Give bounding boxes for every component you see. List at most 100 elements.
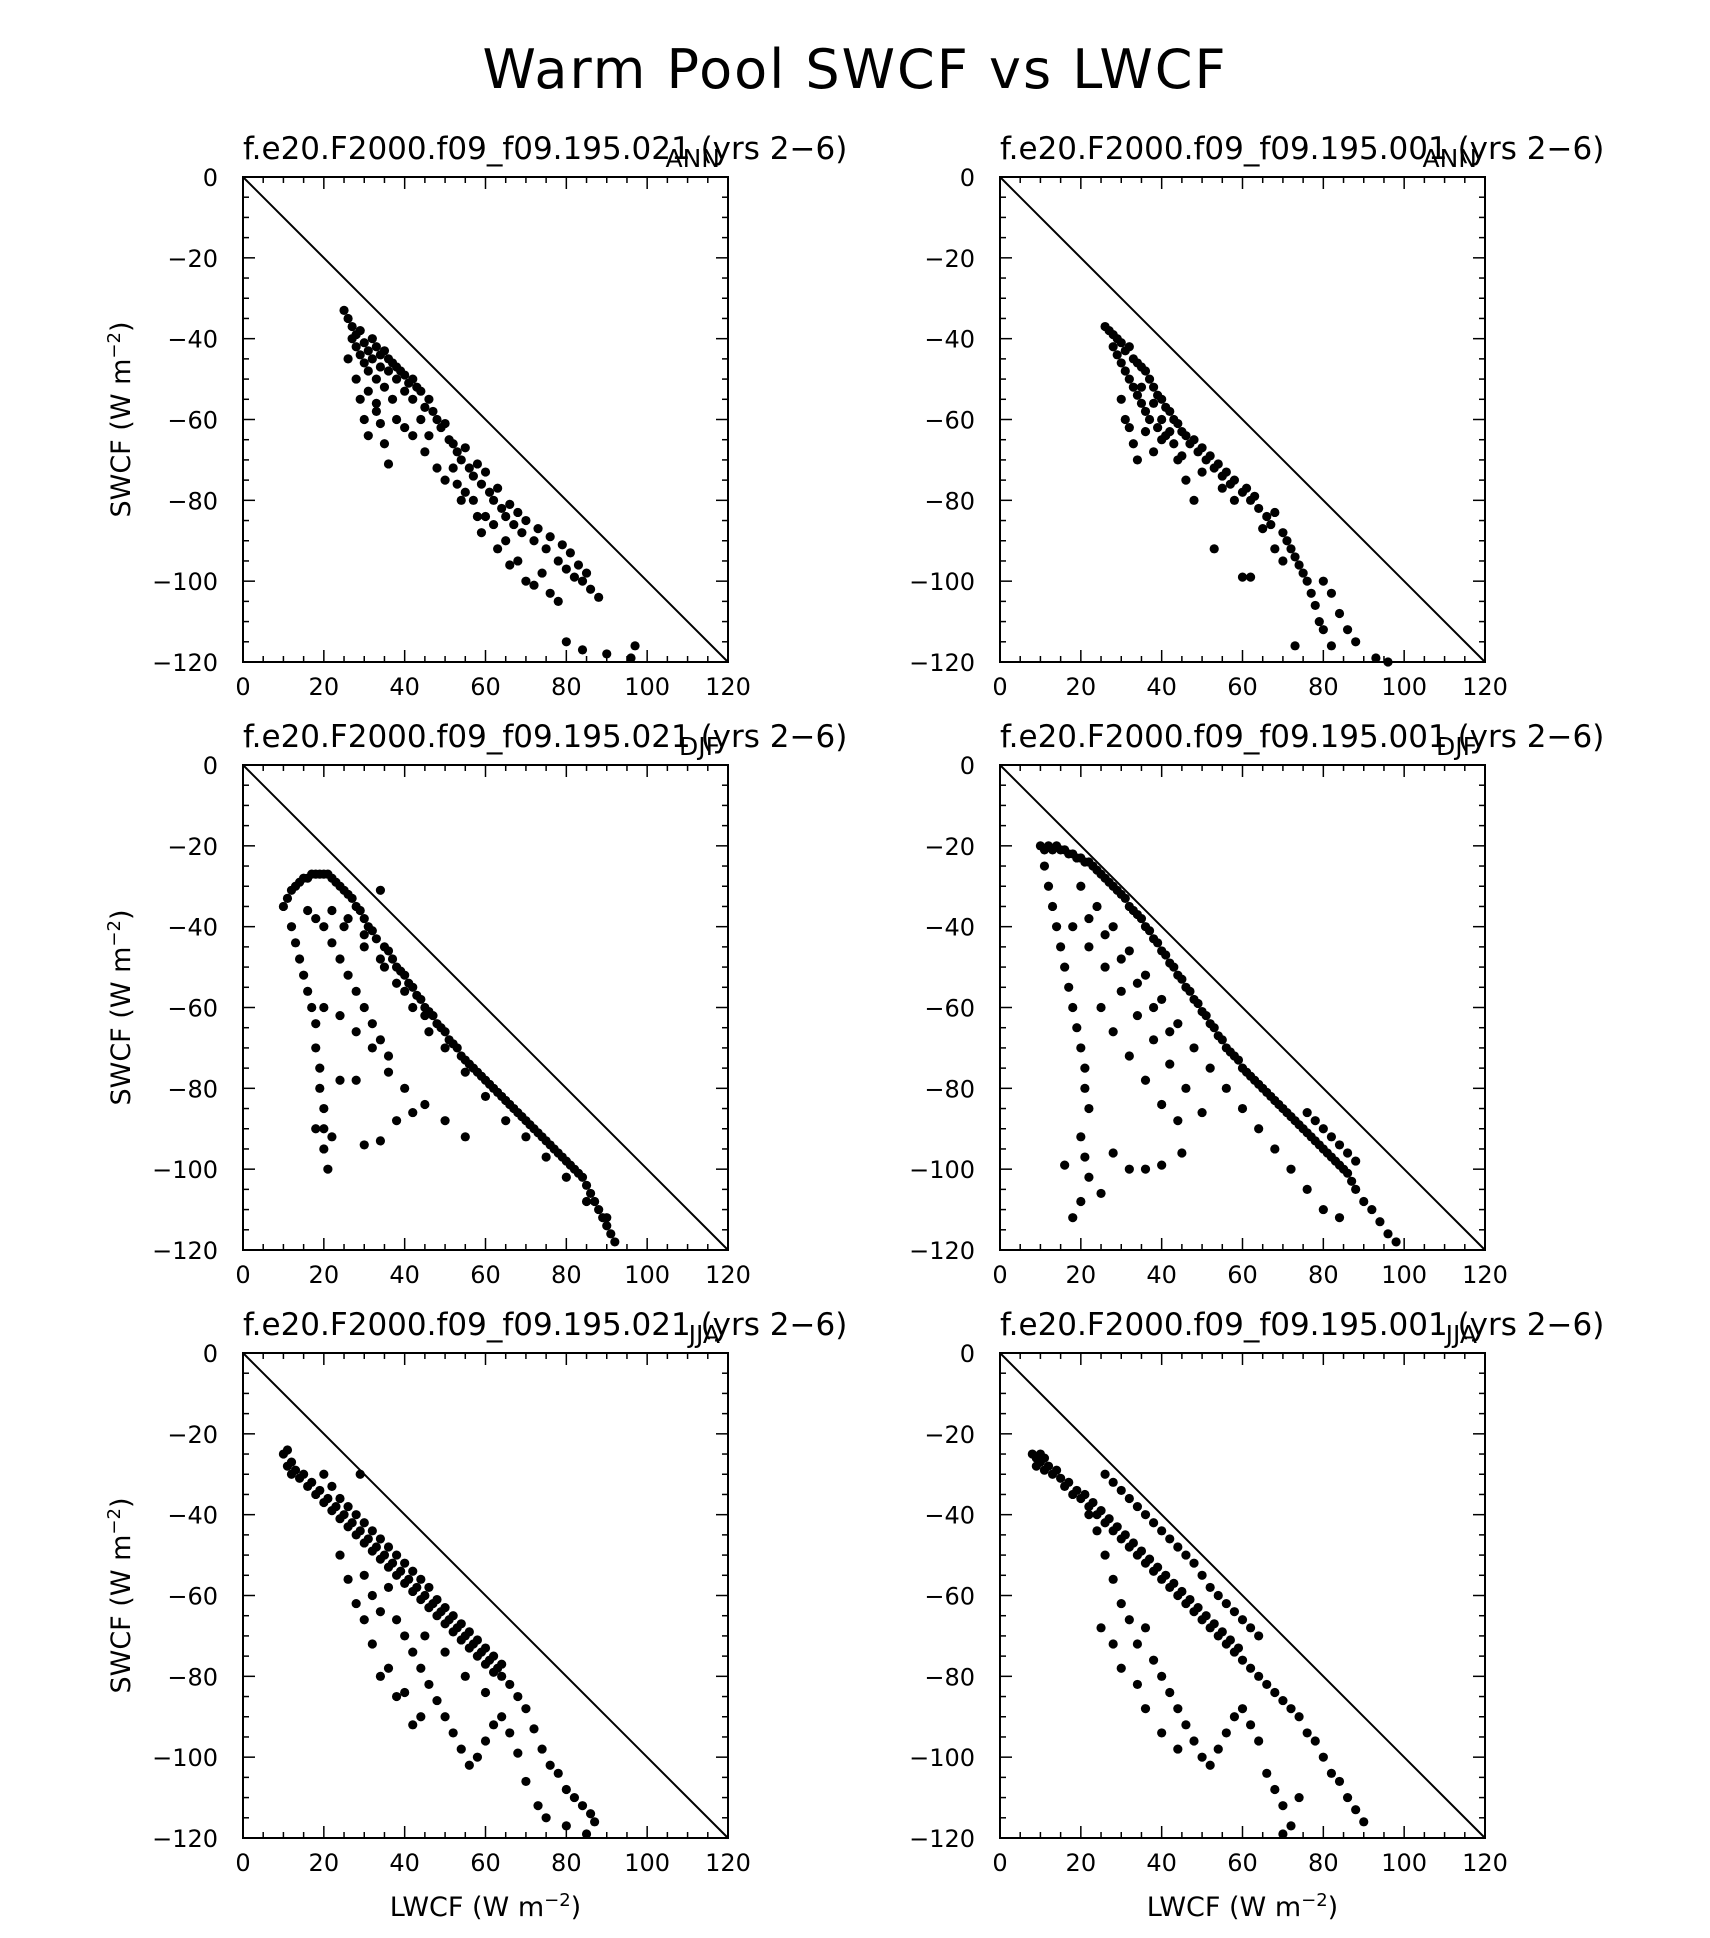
data-point — [561, 1821, 571, 1831]
data-point — [1173, 1116, 1183, 1126]
y-axis-label: SWCF (W m−2) — [104, 321, 137, 517]
data-point — [513, 507, 523, 518]
reference-line — [242, 176, 729, 663]
data-point — [1342, 625, 1353, 635]
data-point — [448, 1611, 458, 1621]
data-point — [456, 1619, 466, 1629]
data-point — [319, 922, 329, 932]
data-point — [1116, 1485, 1126, 1496]
data-point — [1084, 1103, 1094, 1114]
y-tick-label: 0 — [203, 164, 218, 192]
data-point — [1161, 1570, 1171, 1580]
data-point — [351, 1027, 361, 1037]
data-point — [416, 1663, 426, 1673]
data-point — [1148, 1655, 1159, 1665]
data-point — [529, 580, 539, 590]
panel-6: 0 20 40 60 80 100 120 0 −20 −40 −60 −80 −100 −120 f.e2… — [909, 1307, 1604, 1923]
data-point — [1080, 1083, 1090, 1093]
data-point — [545, 588, 555, 598]
data-point — [602, 1221, 612, 1231]
data-point — [371, 1542, 381, 1552]
data-point — [1084, 1172, 1094, 1182]
data-point — [1326, 641, 1337, 651]
data-point — [553, 556, 563, 566]
data-point — [1136, 382, 1147, 392]
data-point — [1278, 1829, 1288, 1839]
data-point — [367, 1639, 377, 1649]
data-point — [303, 905, 313, 916]
data-point — [464, 1627, 474, 1637]
data-point — [1334, 1213, 1345, 1223]
y-tick-label: −40 — [924, 326, 975, 354]
data-point — [541, 544, 551, 554]
y-tick-label: −120 — [152, 1237, 218, 1265]
data-point — [282, 893, 293, 903]
data-point — [327, 1481, 337, 1491]
data-point — [379, 962, 390, 972]
data-point — [359, 942, 369, 952]
y-tick-label: −80 — [924, 487, 975, 515]
data-point — [1237, 1103, 1248, 1114]
data-point — [1140, 1510, 1151, 1520]
data-point — [1359, 1817, 1369, 1827]
data-point — [509, 519, 519, 530]
x-tick-label: 40 — [389, 1261, 420, 1289]
data-point — [585, 1809, 596, 1819]
data-point — [351, 374, 361, 384]
data-point — [1233, 1643, 1244, 1653]
data-point — [1108, 342, 1118, 352]
data-point — [1177, 974, 1187, 984]
data-point — [577, 645, 588, 655]
data-point — [1237, 1704, 1248, 1714]
reference-line — [999, 1352, 1486, 1839]
data-point — [1072, 1023, 1082, 1033]
panel-1: 0 20 40 60 80 100 120 0 −20 −40 −60 −80 −100 −120 f.e2… — [104, 131, 847, 701]
data-point — [1124, 342, 1134, 352]
y-axis-label-sup: −2 — [104, 1508, 125, 1535]
data-point — [432, 463, 442, 473]
x-tick-label: 60 — [470, 673, 501, 701]
data-point — [408, 431, 418, 441]
data-point — [408, 1566, 418, 1576]
data-point — [1157, 394, 1167, 404]
data-point — [1173, 1542, 1183, 1552]
data-point — [408, 1107, 418, 1118]
y-tick-label: −120 — [909, 1825, 975, 1853]
data-point — [1205, 1582, 1215, 1593]
data-point — [367, 1019, 377, 1029]
data-point — [1076, 1132, 1086, 1142]
data-point — [1383, 657, 1393, 667]
data-point — [367, 334, 377, 344]
data-point — [1128, 1538, 1138, 1548]
data-point — [363, 346, 373, 356]
data-point — [1140, 1164, 1151, 1174]
data-point — [383, 946, 394, 956]
data-point — [1294, 1712, 1304, 1722]
data-point — [387, 394, 398, 404]
data-point — [577, 1801, 588, 1811]
data-point — [537, 568, 547, 578]
data-point — [577, 576, 588, 586]
data-point — [1120, 366, 1130, 376]
data-point — [1060, 962, 1070, 972]
data-point — [1140, 366, 1151, 376]
data-point — [375, 418, 386, 429]
data-point — [355, 350, 365, 360]
data-point — [351, 1075, 361, 1085]
data-point — [323, 1164, 333, 1174]
y-tick-label: −80 — [924, 1075, 975, 1103]
data-point — [1120, 893, 1130, 903]
data-point — [440, 1603, 450, 1613]
x-axis-label-sup: −2 — [1301, 1890, 1328, 1911]
data-point — [1342, 1168, 1353, 1178]
y-tick-label: −40 — [924, 914, 975, 942]
data-point — [311, 1019, 321, 1029]
x-tick-label: 100 — [624, 1261, 670, 1289]
data-point — [460, 1671, 470, 1681]
data-point — [480, 1091, 491, 1102]
data-point — [1233, 1055, 1244, 1065]
data-point — [440, 1647, 450, 1657]
x-tick-label: 60 — [1227, 1261, 1258, 1289]
data-point — [1096, 1188, 1106, 1199]
data-point — [533, 524, 543, 534]
